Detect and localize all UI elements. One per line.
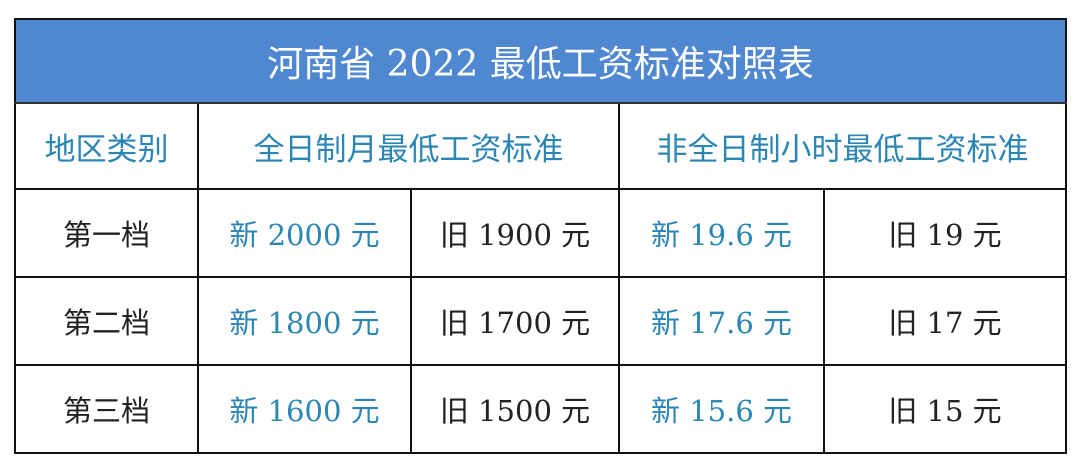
header-category: 地区类别	[14, 102, 199, 190]
monthly-old-cell: 旧 1500 元	[410, 364, 620, 454]
hourly-old-cell: 旧 15 元	[823, 364, 1067, 454]
wage-table: 河南省 2022 最低工资标准对照表 地区类别 全日制月最低工资标准 非全日制小…	[14, 18, 1067, 454]
hourly-new-cell: 新 17.6 元	[618, 276, 825, 366]
monthly-old-cell: 旧 1900 元	[410, 188, 620, 278]
tier-cell: 第一档	[14, 188, 199, 278]
header-monthly: 全日制月最低工资标准	[197, 102, 620, 190]
header-hourly: 非全日制小时最低工资标准	[618, 102, 1067, 190]
monthly-old-cell: 旧 1700 元	[410, 276, 620, 366]
table-row: 第一档 新 2000 元 旧 1900 元 新 19.6 元 旧 19 元	[14, 188, 1067, 278]
hourly-old-cell: 旧 17 元	[823, 276, 1067, 366]
hourly-old-cell: 旧 19 元	[823, 188, 1067, 278]
monthly-new-cell: 新 1600 元	[197, 364, 412, 454]
hourly-new-cell: 新 15.6 元	[618, 364, 825, 454]
table-row: 第三档 新 1600 元 旧 1500 元 新 15.6 元 旧 15 元	[14, 364, 1067, 454]
monthly-new-cell: 新 1800 元	[197, 276, 412, 366]
hourly-new-cell: 新 19.6 元	[618, 188, 825, 278]
table-title: 河南省 2022 最低工资标准对照表	[14, 18, 1067, 104]
tier-cell: 第三档	[14, 364, 199, 454]
table-row: 第二档 新 1800 元 旧 1700 元 新 17.6 元 旧 17 元	[14, 276, 1067, 366]
tier-cell: 第二档	[14, 276, 199, 366]
monthly-new-cell: 新 2000 元	[197, 188, 412, 278]
